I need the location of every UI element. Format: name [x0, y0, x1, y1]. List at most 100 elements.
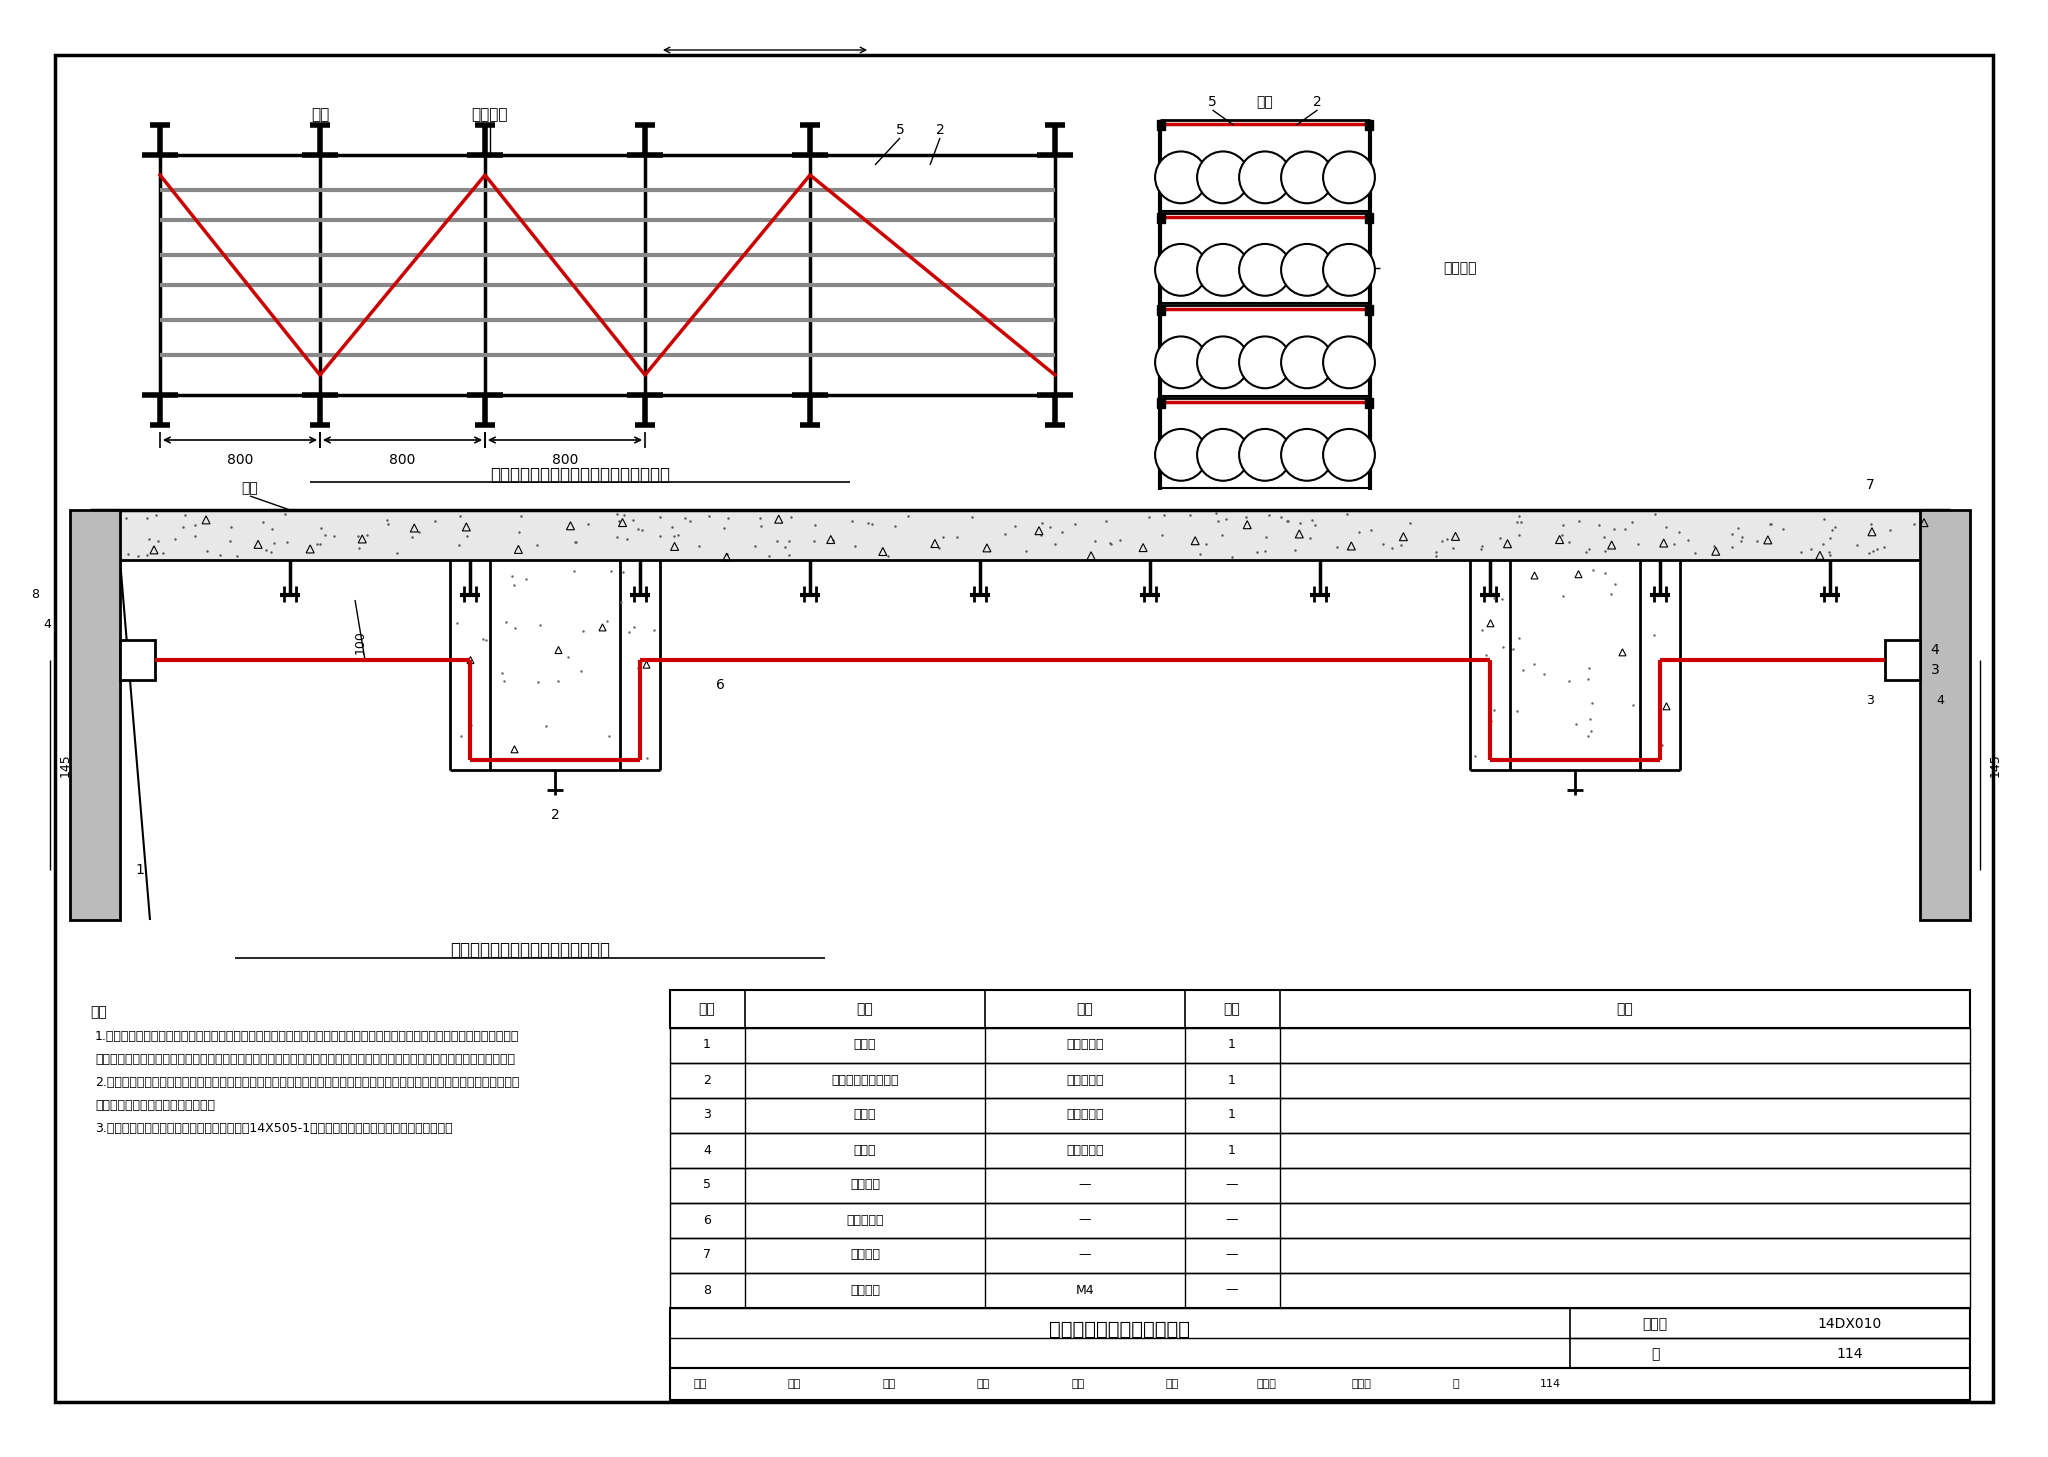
Text: 页: 页: [1452, 1378, 1458, 1389]
Bar: [1884, 640, 1921, 680]
Text: 备注: 备注: [1616, 1002, 1634, 1016]
Circle shape: [1198, 152, 1249, 203]
Text: 3: 3: [1866, 694, 1874, 707]
Text: 序号: 序号: [698, 1002, 715, 1016]
Bar: [1157, 398, 1165, 408]
Text: 测用模式探测器选用差定温型产品。: 测用模式探测器选用差定温型产品。: [94, 1099, 215, 1112]
Text: 1.缆式定温探测器适用于下列场所或部位：电缆隧道、电缆竖井、电缆夹层、电缆桥架等；配电装置、开关设备、变压器等；各: 1.缆式定温探测器适用于下列场所或部位：电缆隧道、电缆竖井、电缆夹层、电缆桥架等…: [94, 1030, 520, 1043]
Text: 3.缆式线型感温探测器在其他场所的应用可见14X505-1《（火灾自动报警系统设计规范）图示》。: 3.缆式线型感温探测器在其他场所的应用可见14X505-1《（火灾自动报警系统设…: [94, 1122, 453, 1135]
Circle shape: [1239, 337, 1290, 388]
Text: 2: 2: [936, 122, 944, 137]
Bar: [90, 510, 1950, 559]
Text: —: —: [1079, 1179, 1092, 1192]
Text: 校对: 校对: [883, 1378, 895, 1389]
Text: —: —: [1079, 1214, 1092, 1227]
Circle shape: [1198, 337, 1249, 388]
Circle shape: [1282, 428, 1333, 481]
Text: 1: 1: [1229, 1109, 1235, 1122]
Text: 注：: 注：: [90, 1005, 106, 1018]
Text: 8: 8: [702, 1284, 711, 1297]
Bar: [1157, 213, 1165, 223]
Text: 5: 5: [702, 1179, 711, 1192]
Text: 数量: 数量: [1223, 1002, 1241, 1016]
Text: 规格: 规格: [1077, 1002, 1094, 1016]
Text: 7: 7: [702, 1249, 711, 1262]
Text: 见设计选型: 见设计选型: [1067, 1039, 1104, 1052]
Text: 7: 7: [1866, 478, 1874, 492]
Text: 顶板: 顶板: [242, 481, 258, 495]
Text: 电缆: 电缆: [311, 108, 330, 122]
Bar: [670, 1064, 1970, 1099]
Bar: [670, 1238, 1970, 1273]
Bar: [670, 1169, 1970, 1203]
Text: 见设计选型: 见设计选型: [1067, 1074, 1104, 1087]
Circle shape: [1323, 243, 1374, 296]
Circle shape: [1323, 428, 1374, 481]
Text: 2.缆式感温探测器有两种安装方式：直接接触安装方式和空间安装方式。其中电缆桥架上的缆式探测器选用定温型产品，空间探: 2.缆式感温探测器有两种安装方式：直接接触安装方式和空间安装方式。其中电缆桥架上…: [94, 1077, 520, 1088]
Text: —: —: [1227, 1249, 1239, 1262]
Text: M4: M4: [1075, 1284, 1094, 1297]
Bar: [1366, 305, 1372, 315]
Polygon shape: [1921, 510, 1970, 919]
Text: —: —: [1227, 1284, 1239, 1297]
Text: 8: 8: [31, 589, 39, 602]
Text: 页: 页: [1651, 1348, 1659, 1361]
Text: 1: 1: [1229, 1144, 1235, 1157]
Text: 3: 3: [1931, 663, 1939, 678]
Text: 4: 4: [702, 1144, 711, 1157]
Text: 缆式线型感温探测器安装图: 缆式线型感温探测器安装图: [1049, 1320, 1190, 1339]
Circle shape: [1323, 337, 1374, 388]
Text: 114: 114: [1837, 1348, 1864, 1361]
Text: —: —: [1227, 1214, 1239, 1227]
Text: 145: 145: [1989, 753, 2001, 777]
Circle shape: [1155, 428, 1206, 481]
Text: 3: 3: [702, 1109, 711, 1122]
Text: 孙兰: 孙兰: [788, 1378, 801, 1389]
Circle shape: [1323, 152, 1374, 203]
Text: 145: 145: [59, 753, 72, 777]
Text: 电缆支架: 电缆支架: [1444, 261, 1477, 275]
Bar: [1366, 213, 1372, 223]
Text: 固定卡具: 固定卡具: [850, 1179, 881, 1192]
Text: 2: 2: [551, 809, 559, 822]
Bar: [670, 1134, 1970, 1169]
Text: 前厦: 前厦: [977, 1378, 989, 1389]
Text: 4: 4: [1931, 643, 1939, 657]
Bar: [670, 1308, 1970, 1368]
Text: 4: 4: [1935, 694, 1944, 707]
Bar: [670, 989, 1970, 1029]
Bar: [1366, 398, 1372, 408]
Bar: [670, 1029, 1970, 1064]
Bar: [1366, 119, 1372, 130]
Text: 终端盒: 终端盒: [854, 1109, 877, 1122]
Circle shape: [1239, 243, 1290, 296]
Circle shape: [1155, 243, 1206, 296]
Text: 膨胀螺栓: 膨胀螺栓: [850, 1284, 881, 1297]
Text: 石叉: 石叉: [1071, 1378, 1083, 1389]
Circle shape: [1282, 152, 1333, 203]
Text: —: —: [1079, 1249, 1092, 1262]
Circle shape: [1198, 243, 1249, 296]
Text: 缆式线型感温探测器: 缆式线型感温探测器: [831, 1074, 899, 1087]
Text: 6: 6: [702, 1214, 711, 1227]
Text: 综述外: 综述外: [1352, 1378, 1370, 1389]
Circle shape: [1239, 428, 1290, 481]
Text: 6: 6: [715, 678, 725, 692]
Bar: [670, 1273, 1970, 1308]
Text: 电缆: 电缆: [1257, 95, 1274, 109]
Text: 14DX010: 14DX010: [1819, 1317, 1882, 1332]
Text: 2: 2: [1313, 95, 1321, 109]
Text: 见设计选型: 见设计选型: [1067, 1109, 1104, 1122]
Text: 缆式线型感温探测器在楼板下安装图: 缆式线型感温探测器在楼板下安装图: [451, 941, 610, 959]
Circle shape: [1155, 337, 1206, 388]
Text: 膨胀螺栓: 膨胀螺栓: [850, 1249, 881, 1262]
Polygon shape: [70, 510, 121, 919]
Circle shape: [1155, 152, 1206, 203]
Text: 不锈钢支架: 不锈钢支架: [846, 1214, 885, 1227]
Text: 1: 1: [1229, 1074, 1235, 1087]
Text: 1: 1: [1229, 1039, 1235, 1052]
Text: 陈建华: 陈建华: [1257, 1378, 1276, 1389]
Bar: [1157, 305, 1165, 315]
Text: 800: 800: [551, 453, 578, 468]
Text: 114: 114: [1540, 1378, 1561, 1389]
